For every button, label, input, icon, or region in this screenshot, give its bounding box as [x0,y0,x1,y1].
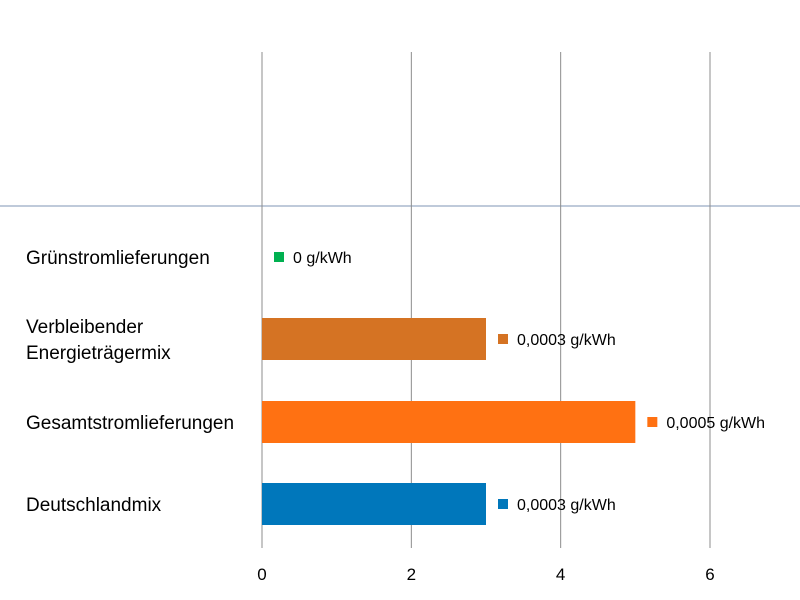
x-axis-tick-labels: 0 2 4 6 [257,565,714,584]
category-label: Grünstromlieferungen [26,248,210,269]
data-labels: 0 g/kWh 0,0003 g/kWh 0,0005 g/kWh 0,0003 g/… [293,250,765,514]
category-label: Verbleibender [26,317,144,338]
data-label: 0,0003 g/kWh [517,497,616,514]
data-label: 0,0005 g/kWh [666,415,765,432]
data-label: 0,0003 g/kWh [517,332,616,349]
data-label-marker [498,499,508,509]
bar [262,318,486,360]
data-label-marker [274,252,284,262]
category-label: Deutschlandmix [26,495,162,516]
data-label: 0 g/kWh [293,250,352,267]
x-tick-label: 2 [407,565,416,584]
label-markers [274,252,658,509]
bars [262,318,636,525]
x-tick-label: 4 [556,565,565,584]
category-label: Gesamtstromlieferungen [26,413,234,434]
gridlines [261,52,711,548]
bar [262,401,636,443]
data-label-marker [647,417,658,427]
x-tick-label: 0 [257,565,266,584]
category-labels: Grünstromlieferungen Verbleibender Energie… [26,248,234,516]
data-label-marker [498,334,508,344]
bar [262,483,486,525]
category-label: Energieträgermix [26,343,171,364]
x-tick-label: 6 [705,565,714,584]
